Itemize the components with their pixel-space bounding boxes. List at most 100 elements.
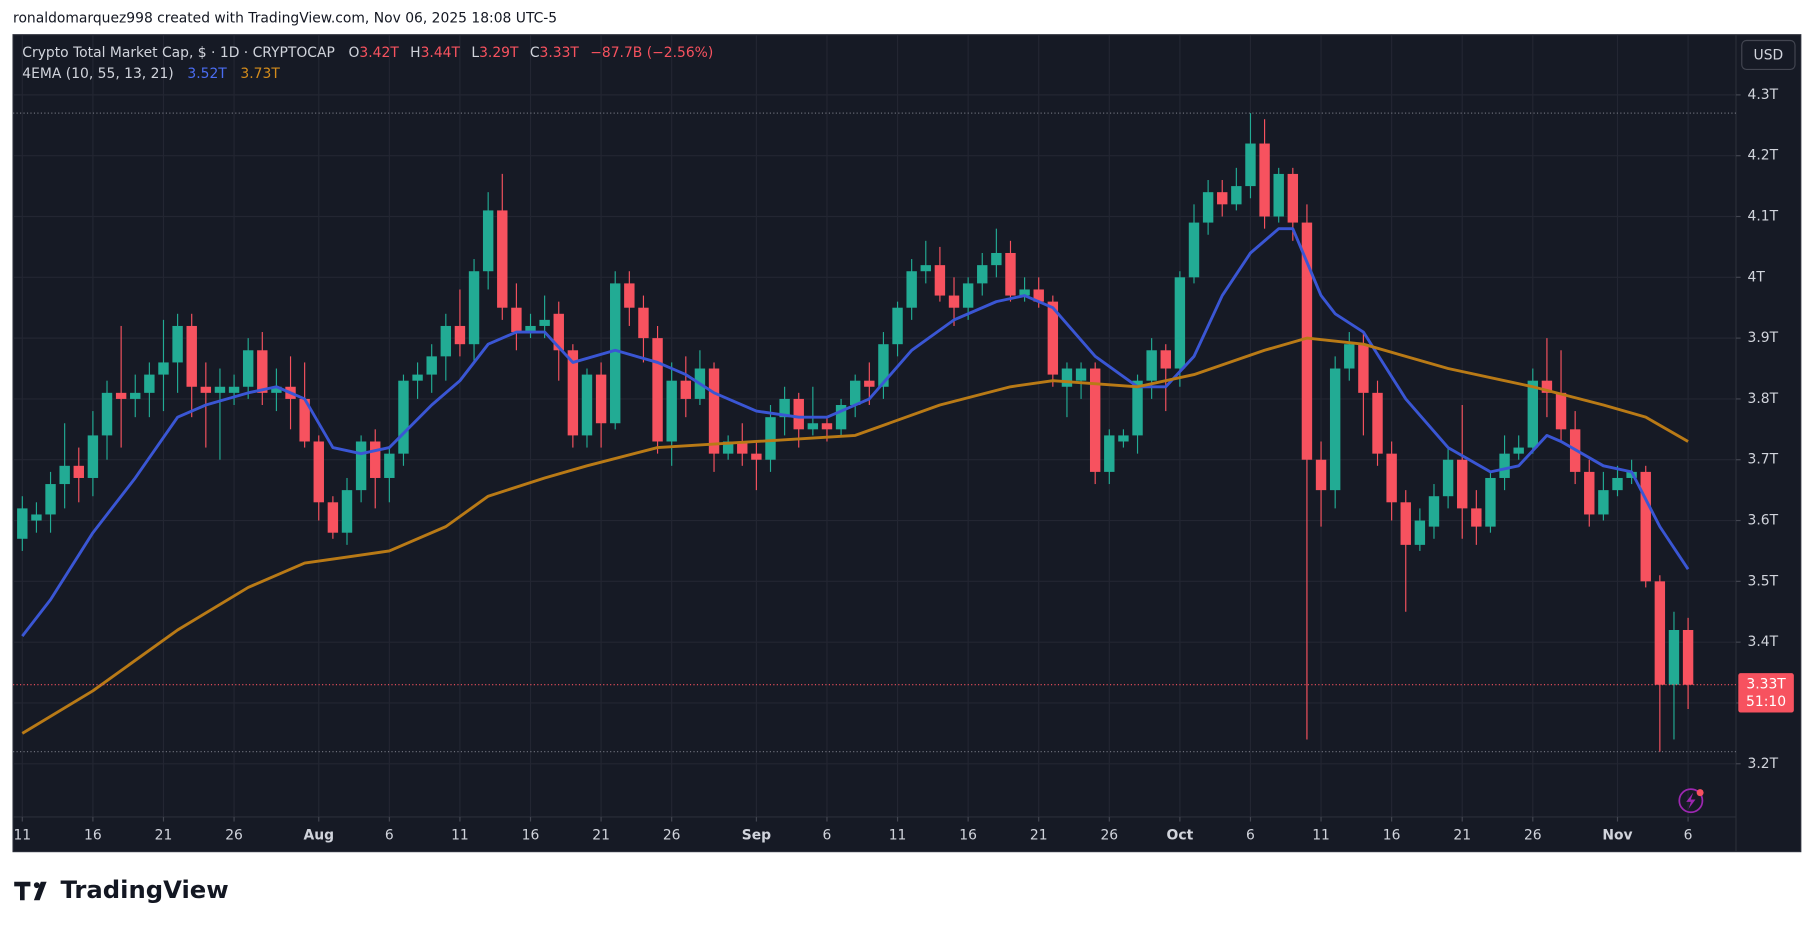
indicator-legend: 4EMA (10, 55, 13, 21) 3.52T 3.73T (22, 66, 280, 82)
alert-icon[interactable] (1678, 788, 1704, 814)
y-tick-label: 3.2T (1748, 756, 1779, 772)
candle-body (1428, 496, 1440, 527)
candle-body (807, 423, 819, 430)
y-tick-label: 4T (1748, 269, 1766, 285)
x-tick-label: 11 (451, 827, 469, 843)
candle-body (652, 338, 663, 442)
candle-body (864, 380, 875, 387)
candle-body (1047, 301, 1059, 375)
candle-body (1273, 173, 1284, 217)
candle-body (1442, 459, 1454, 497)
candle-body (1075, 368, 1087, 381)
logo-mark (33, 881, 47, 901)
candle-body (892, 307, 903, 345)
candle-body (1160, 350, 1171, 369)
candle-body (610, 283, 621, 424)
price-tag-label: 3.33T (1746, 677, 1786, 693)
x-tick-label: Nov (1602, 827, 1632, 843)
ohlc-key: C (530, 45, 540, 61)
candle-body (1231, 186, 1242, 205)
candle-body (878, 344, 889, 387)
candle-body (1301, 222, 1313, 460)
x-tick-label: 26 (1100, 827, 1118, 843)
candle-body (59, 465, 70, 485)
candle-body (737, 441, 748, 454)
alert-dot[interactable] (1696, 789, 1704, 797)
alert-circle[interactable] (1678, 788, 1704, 814)
y-tick-label: 4.3T (1748, 87, 1779, 103)
indicator-value: 3.52T (187, 66, 227, 82)
y-tick-label: 4.2T (1748, 148, 1779, 164)
x-tick-label: 6 (1246, 827, 1255, 843)
candle-body (835, 405, 847, 430)
candle-body (1555, 392, 1567, 430)
ohlc-key: O (349, 45, 360, 61)
candle-body (1668, 629, 1680, 685)
ohlc-value: 3.29T (479, 45, 519, 61)
candle-body (1640, 471, 1651, 582)
y-tick-label: 3.5T (1748, 573, 1779, 589)
x-tick-label: 26 (1524, 827, 1542, 843)
candle-body (1019, 289, 1030, 296)
candle-body (920, 265, 931, 272)
candle-body (497, 210, 508, 308)
x-tick-label: 16 (959, 827, 977, 843)
candle-body (1513, 447, 1524, 454)
candle-body (1584, 471, 1595, 515)
candle-body (539, 319, 550, 326)
candle-body (228, 386, 240, 393)
x-tick-label: Sep (742, 827, 771, 843)
candle-body (398, 380, 409, 454)
x-tick-label: 21 (1453, 827, 1471, 843)
symbol: Crypto Total Market Cap, $ · 1D · CRYPTO… (22, 45, 335, 61)
candle-body (1682, 629, 1694, 685)
indicator-label: 4EMA (10, 55, 13, 21) (22, 66, 173, 82)
candle-body (412, 374, 423, 381)
candle-body (1118, 435, 1129, 442)
change: −87.7B (−2.56%) (590, 45, 713, 61)
candle-body (1245, 143, 1256, 187)
candle-body (1457, 459, 1468, 509)
alert-bolt[interactable] (1686, 792, 1696, 809)
currency-button[interactable] (1741, 39, 1796, 71)
candle-body (962, 283, 974, 308)
y-tick-label: 3.6T (1748, 513, 1779, 529)
candle-body (1386, 453, 1397, 503)
ohlc-value: 3.44T (421, 45, 461, 61)
candle-body (553, 313, 564, 351)
candle-body (849, 380, 861, 406)
x-tick-label: 21 (592, 827, 610, 843)
candle-body (906, 271, 917, 308)
currency-label[interactable]: USD (1754, 48, 1784, 64)
candle-body (1598, 490, 1609, 515)
ohlc-value: 3.33T (540, 45, 580, 61)
candle-body (17, 508, 28, 539)
candle-body (327, 502, 339, 533)
candle-body (1202, 192, 1214, 223)
candle-body (1358, 344, 1369, 393)
candle-body (666, 380, 677, 442)
ohlc-key: H (410, 45, 420, 61)
candle-body (1414, 520, 1426, 545)
logo-mark (14, 881, 39, 901)
x-tick-label: 11 (889, 827, 907, 843)
candle-body (172, 325, 183, 363)
candle-body (977, 265, 988, 284)
candle-body (1174, 277, 1186, 369)
candle-body (45, 484, 56, 515)
candle-body (426, 356, 437, 375)
candle-body (934, 265, 946, 296)
y-tick-label: 3.8T (1748, 391, 1779, 407)
candle-body (1372, 392, 1383, 454)
candle-body (1089, 368, 1101, 472)
candle-body (1485, 477, 1496, 527)
candle-body (624, 283, 635, 308)
candle-body (313, 441, 324, 503)
candle-body (1329, 368, 1341, 491)
ohlc-key: L (471, 45, 479, 61)
candle-body (751, 453, 762, 460)
candle-body (1033, 289, 1044, 302)
x-tick-label: 26 (225, 827, 243, 843)
candle-body (130, 392, 141, 399)
